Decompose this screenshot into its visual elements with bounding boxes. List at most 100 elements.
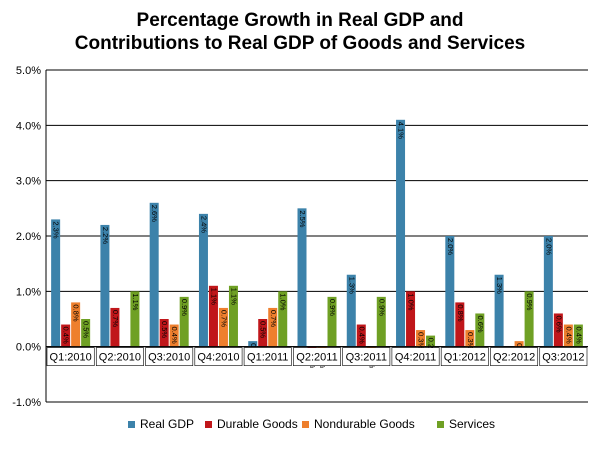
- y-tick-label: 3.0%: [16, 176, 41, 188]
- bar-durable-goods: [159, 319, 169, 347]
- bar-services: [81, 319, 91, 347]
- bar-services: [376, 296, 386, 347]
- data-label: 0.8%: [72, 304, 81, 321]
- category-box: [243, 347, 292, 366]
- data-label: 1.3%: [347, 277, 356, 294]
- data-label: 0.5%: [259, 321, 268, 338]
- bar-real-gdp: [51, 219, 61, 347]
- category-box: [539, 347, 588, 366]
- category-box: [145, 347, 194, 366]
- bar-nondurable-goods: [416, 330, 426, 347]
- bar-durable-goods: [61, 324, 71, 347]
- bar-services: [228, 285, 238, 347]
- data-label: 2.4%: [199, 216, 208, 233]
- legend-label: Nondurable Goods: [314, 417, 415, 431]
- bar-services: [524, 291, 534, 347]
- bar-real-gdp: [198, 213, 208, 347]
- data-label: 0.9%: [328, 299, 337, 316]
- bar-nondurable-goods: [71, 302, 81, 347]
- data-label: 0.7%: [269, 310, 278, 327]
- data-label: 0.5%: [82, 321, 91, 338]
- legend-swatch: [437, 421, 444, 428]
- y-tick-label: 4.0%: [16, 120, 41, 132]
- x-tick-label: Q1:2012: [444, 352, 486, 364]
- x-tick-label: Q3:2012: [542, 352, 584, 364]
- bar-services: [278, 291, 288, 347]
- data-label: 0.3%: [417, 332, 426, 349]
- bar-nondurable-goods: [514, 341, 524, 347]
- bar-real-gdp: [396, 119, 406, 347]
- data-label: 0.3%: [466, 332, 475, 349]
- bar-real-gdp: [346, 274, 356, 347]
- bar-durable-goods: [208, 285, 218, 347]
- legend-swatch: [302, 421, 309, 428]
- data-label: 2.3%: [52, 221, 61, 238]
- category-box: [391, 347, 440, 366]
- category-box: [95, 347, 144, 366]
- x-tick-label: Q2:2011: [296, 352, 337, 364]
- data-label: 1.1%: [229, 288, 238, 305]
- data-label: 2.2%: [101, 227, 110, 244]
- bar-real-gdp: [100, 224, 110, 347]
- bar-services: [130, 291, 140, 347]
- bar-real-gdp: [297, 208, 307, 347]
- bar-real-gdp: [248, 341, 258, 347]
- data-label: 1.3%: [495, 277, 504, 294]
- legend-label: Real GDP: [140, 417, 194, 431]
- data-label: 0.4%: [564, 327, 573, 344]
- category-box: [342, 347, 391, 366]
- x-tick-label: Q4:2010: [197, 352, 239, 364]
- bar-nondurable-goods: [218, 307, 228, 347]
- category-box: [293, 347, 341, 366]
- data-label: 4.1%: [397, 122, 406, 139]
- data-label: 2.0%: [544, 238, 553, 255]
- x-tick-label: Q1:2010: [50, 352, 92, 364]
- bar-services: [475, 313, 485, 347]
- data-label: 0.4%: [170, 327, 179, 344]
- data-label: 2.0%: [446, 238, 455, 255]
- data-label: 0.4%: [357, 327, 366, 344]
- bar-real-gdp: [543, 236, 553, 347]
- x-tick-label: Q2:2012: [493, 352, 535, 364]
- data-label: 0.9%: [525, 293, 534, 310]
- bar-durable-goods: [406, 291, 416, 347]
- data-label: 0.6%: [476, 315, 485, 332]
- data-label: 1.1%: [209, 288, 218, 305]
- bar-nondurable-goods: [465, 330, 475, 347]
- chart-title-line1: Percentage Growth in Real GDP and: [136, 10, 464, 31]
- bar-durable-goods: [258, 319, 268, 347]
- chart-title-line2: Contributions to Real GDP of Goods and S…: [74, 33, 526, 54]
- data-label: 0.8%: [456, 304, 465, 321]
- bar-services: [426, 335, 436, 347]
- data-label: 0.6%: [554, 315, 563, 332]
- data-label: 2.5%: [298, 210, 307, 227]
- bar-real-gdp: [149, 202, 159, 347]
- y-tick-label: -1.0%: [12, 397, 41, 409]
- legend-label: Durable Goods: [217, 417, 298, 431]
- y-tick-label: 0.0%: [16, 342, 41, 354]
- data-label: 0.7%: [219, 310, 228, 327]
- data-label: 0.7%: [111, 310, 120, 327]
- category-box: [194, 347, 243, 366]
- data-label: 1.0%: [407, 293, 416, 310]
- bar-durable-goods: [455, 302, 465, 347]
- x-tick-label: Q2:2010: [99, 352, 141, 364]
- bar-nondurable-goods: [268, 307, 278, 347]
- legend-swatch: [205, 421, 212, 428]
- bar-durable-goods: [110, 307, 120, 347]
- bar-nondurable-goods: [169, 324, 179, 347]
- category-box: [440, 347, 489, 366]
- bar-durable-goods: [356, 324, 366, 347]
- legend-label: Services: [449, 417, 495, 431]
- bar-real-gdp: [445, 236, 455, 347]
- bar-nondurable-goods: [563, 324, 573, 347]
- data-label: 0.4%: [62, 327, 71, 344]
- data-label: 2.6%: [150, 205, 159, 222]
- y-tick-label: 5.0%: [16, 65, 41, 77]
- x-tick-label: Q3:2011: [346, 352, 387, 364]
- bar-durable-goods: [553, 313, 563, 347]
- bar-real-gdp: [494, 274, 504, 347]
- data-label: 0.9%: [180, 299, 189, 316]
